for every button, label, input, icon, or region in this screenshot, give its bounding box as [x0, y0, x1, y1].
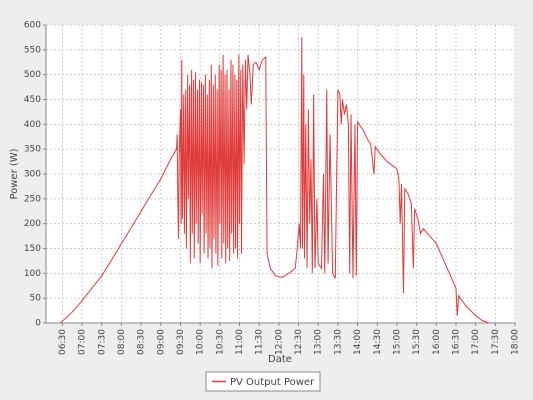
plot-area [46, 25, 515, 323]
x-tick-label: 11:00 [235, 329, 245, 355]
y-tick-label: 150 [24, 244, 41, 254]
y-axis-label: Power (W) [9, 148, 20, 199]
legend-box [205, 371, 321, 392]
x-tick-label: 08:30 [137, 329, 147, 355]
y-tick-label: 500 [24, 70, 41, 80]
x-tick-label: 13:30 [333, 329, 343, 355]
x-tick-label: 11:30 [255, 329, 265, 355]
x-tick-label: 14:30 [373, 329, 383, 355]
x-tick-label: 06:30 [58, 329, 68, 355]
x-tick-label: 07:30 [97, 329, 107, 355]
x-tick-label: 17:00 [471, 329, 481, 355]
y-tick-label: 0 [35, 319, 41, 329]
y-tick-label: 200 [24, 219, 41, 229]
data-line [60, 37, 489, 324]
y-tick-label: 250 [24, 194, 41, 204]
x-tick-label: 14:00 [353, 329, 363, 355]
x-tick-label: 17:30 [491, 329, 501, 355]
x-tick-label: 07:00 [78, 329, 88, 355]
y-tick-label: 600 [24, 21, 41, 31]
y-tick-label: 300 [24, 170, 41, 180]
y-tick-label: 100 [24, 269, 41, 279]
x-tick-label: 15:00 [392, 329, 402, 355]
x-tick-label: 18:00 [511, 329, 521, 355]
x-tick-label: 08:00 [117, 329, 127, 355]
x-tick-label: 16:30 [451, 329, 461, 355]
legend-label: PV Output Power [230, 377, 315, 388]
x-tick-label: 09:30 [176, 329, 186, 355]
x-tick-label: 10:30 [215, 329, 225, 355]
x-axis-label: Date [268, 354, 292, 365]
x-tick-label: 12:00 [274, 329, 284, 355]
x-tick-label: 09:00 [156, 329, 166, 355]
y-tick-label: 350 [24, 145, 41, 155]
x-tick-label: 13:00 [314, 329, 324, 355]
x-tick-label: 16:00 [432, 329, 442, 355]
y-tick-label: 550 [24, 45, 41, 55]
x-tick-label: 12:30 [294, 329, 304, 355]
y-tick-label: 50 [30, 294, 42, 304]
y-tick-label: 450 [24, 95, 41, 105]
x-tick-label: 10:00 [196, 329, 206, 355]
x-tick-label: 15:30 [412, 329, 422, 355]
y-tick-label: 400 [24, 120, 41, 130]
